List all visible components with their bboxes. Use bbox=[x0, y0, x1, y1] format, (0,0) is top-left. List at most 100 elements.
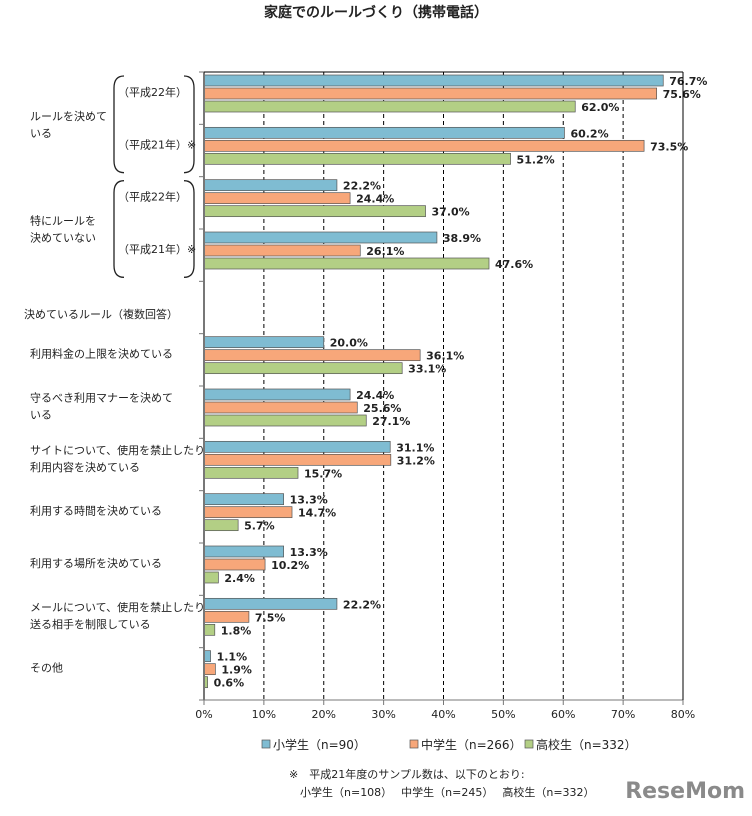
data-label: 14.7% bbox=[298, 507, 336, 520]
category-label: メールについて、使用を禁止したり bbox=[30, 601, 205, 614]
data-label: 33.1% bbox=[408, 363, 446, 376]
legend-label: 小学生（n=90） bbox=[273, 737, 366, 752]
group-label: いる bbox=[30, 127, 52, 140]
x-tick-label: 80% bbox=[671, 708, 695, 721]
data-label: 31.2% bbox=[397, 454, 435, 467]
bar-2 bbox=[203, 663, 216, 676]
x-tick-label: 40% bbox=[431, 708, 455, 721]
legend-swatch-3 bbox=[524, 739, 534, 749]
data-label: 26.1% bbox=[366, 245, 404, 258]
x-tick-label: 70% bbox=[611, 708, 635, 721]
data-label: 1.1% bbox=[217, 651, 248, 664]
bar-3 bbox=[203, 623, 216, 636]
year-label: （平成22年） bbox=[118, 190, 187, 204]
data-label: 15.7% bbox=[304, 467, 342, 480]
bar-3 bbox=[203, 257, 490, 270]
bar-1 bbox=[203, 231, 438, 244]
bar-1 bbox=[203, 336, 325, 349]
right-bracket bbox=[183, 180, 195, 278]
category-label: 利用する時間を決めている bbox=[30, 505, 162, 518]
data-label: 31.1% bbox=[396, 441, 434, 454]
category-label: その他 bbox=[30, 662, 63, 675]
data-label: 76.7% bbox=[669, 75, 707, 88]
right-bracket bbox=[183, 75, 195, 174]
bar-3 bbox=[203, 414, 367, 427]
x-tick-label: 0% bbox=[195, 708, 212, 721]
bar-2 bbox=[203, 192, 351, 205]
data-label: 5.7% bbox=[244, 520, 275, 533]
x-tick-label: 50% bbox=[491, 708, 515, 721]
x-tick-label: 20% bbox=[312, 708, 336, 721]
data-label: 62.0% bbox=[581, 101, 619, 114]
x-tick-label: 30% bbox=[371, 708, 395, 721]
bar-3 bbox=[203, 152, 511, 165]
group-label: 特にルールを bbox=[30, 214, 96, 228]
left-bracket bbox=[113, 180, 125, 278]
data-label: 7.5% bbox=[255, 611, 286, 624]
bar-1 bbox=[203, 74, 664, 87]
year-label: （平成21年）※ bbox=[118, 242, 196, 256]
bar-2 bbox=[203, 453, 392, 466]
bar-2 bbox=[203, 558, 266, 571]
bar-3 bbox=[203, 571, 219, 584]
bar-2 bbox=[203, 87, 658, 100]
group-label: 決めていない bbox=[30, 232, 96, 245]
data-label: 1.8% bbox=[221, 624, 252, 637]
bar-2 bbox=[203, 610, 250, 623]
data-label: 60.2% bbox=[570, 127, 608, 140]
bar-2 bbox=[203, 349, 421, 362]
legend-label: 高校生（n=332） bbox=[536, 737, 637, 752]
bar-1 bbox=[203, 179, 338, 192]
bar-2 bbox=[203, 244, 361, 257]
bar-2 bbox=[203, 401, 358, 414]
data-label: 75.6% bbox=[663, 88, 701, 101]
data-label: 47.6% bbox=[495, 258, 533, 271]
data-label: 25.6% bbox=[363, 402, 401, 415]
watermark-logo: ReseMom bbox=[625, 779, 745, 804]
left-bracket bbox=[113, 75, 125, 174]
x-tick-label: 60% bbox=[551, 708, 575, 721]
x-tick-label: 10% bbox=[252, 708, 276, 721]
footnote: ※ 平成21年度のサンプル数は、以下のとおり: bbox=[289, 767, 525, 781]
data-label: 73.5% bbox=[650, 140, 688, 153]
footnote: 小学生（n=108） 中学生（n=245） 高校生（n=332） bbox=[300, 785, 595, 799]
year-label: （平成22年） bbox=[118, 85, 187, 99]
bar-1 bbox=[203, 440, 391, 453]
bar-3 bbox=[203, 519, 239, 532]
bar-3 bbox=[203, 362, 403, 375]
legend-label: 中学生（n=266） bbox=[421, 737, 522, 752]
category-label: 守るべき利用マナーを決めて bbox=[30, 391, 173, 405]
chart-title: 家庭でのルールづくり（携帯電話） bbox=[264, 4, 488, 21]
data-label: 13.3% bbox=[290, 546, 328, 559]
legend-swatch-1 bbox=[261, 739, 271, 749]
data-label: 22.2% bbox=[343, 598, 381, 611]
data-label: 22.2% bbox=[343, 180, 381, 193]
section-heading: 決めているルール（複数回答） bbox=[24, 307, 178, 321]
bar-1 bbox=[203, 597, 338, 610]
data-label: 0.6% bbox=[214, 677, 245, 690]
bar-1 bbox=[203, 388, 351, 401]
bar-3 bbox=[203, 205, 426, 218]
data-label: 38.9% bbox=[443, 232, 481, 245]
data-label: 2.4% bbox=[224, 572, 255, 585]
data-label: 36.1% bbox=[426, 350, 464, 363]
data-label: 51.2% bbox=[517, 153, 555, 166]
group-label: ルールを決めて bbox=[30, 110, 107, 123]
bar-1 bbox=[203, 126, 565, 139]
category-label: 利用する場所を決めている bbox=[30, 557, 162, 570]
data-label: 10.2% bbox=[271, 559, 309, 572]
data-label: 24.4% bbox=[356, 389, 394, 402]
bar-1 bbox=[203, 545, 284, 558]
category-label: 送る相手を制限している bbox=[30, 617, 151, 631]
category-label: いる bbox=[30, 409, 52, 422]
data-label: 20.0% bbox=[330, 337, 368, 350]
bar-1 bbox=[203, 493, 284, 506]
data-label: 1.9% bbox=[221, 664, 252, 677]
bar-2 bbox=[203, 506, 293, 519]
data-label: 37.0% bbox=[432, 206, 470, 219]
category-label: 利用料金の上限を決めている bbox=[30, 347, 173, 361]
data-label: 24.4% bbox=[356, 193, 394, 206]
data-label: 27.1% bbox=[372, 415, 410, 428]
bar-3 bbox=[203, 466, 299, 479]
